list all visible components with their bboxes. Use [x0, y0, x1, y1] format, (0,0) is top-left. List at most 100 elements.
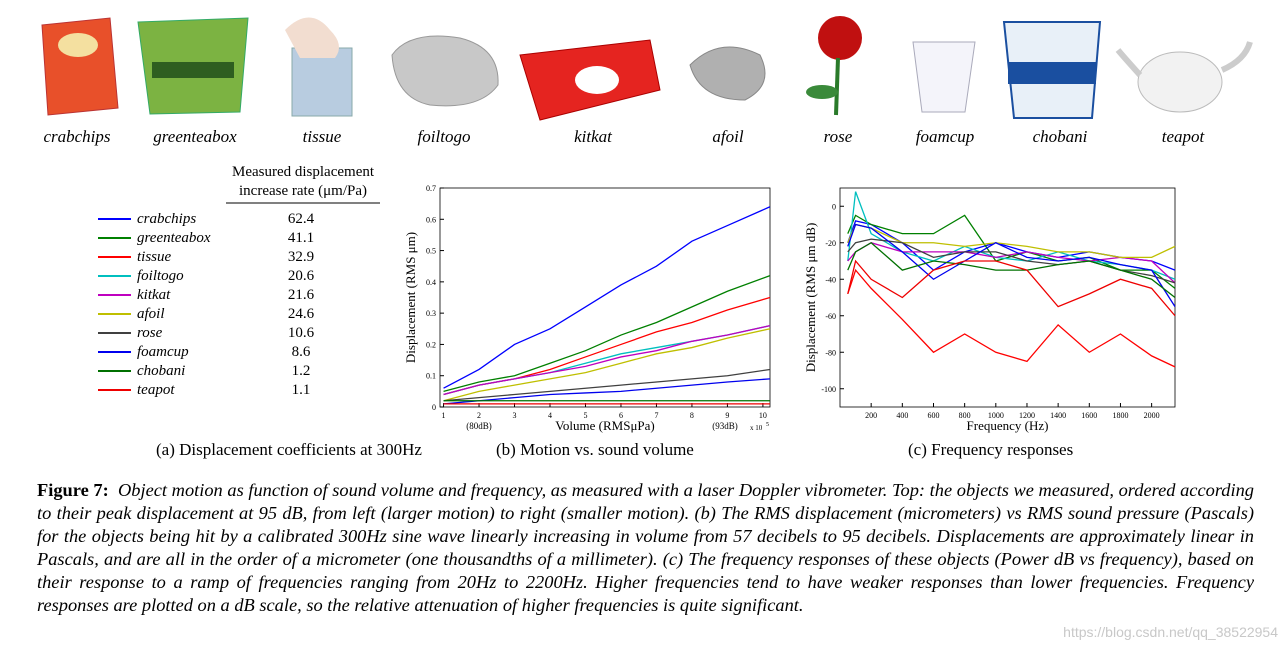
caption-text: Object motion as function of sound volum… — [37, 480, 1254, 615]
photo-detail — [152, 62, 234, 78]
legend-label: afoil — [137, 306, 165, 322]
y-tick-label: 0 — [432, 403, 436, 412]
photo-detail — [1115, 41, 1253, 78]
legend-label: chobani — [137, 363, 185, 379]
x-tick-label: 6 — [619, 411, 623, 420]
x-multiplier-exp: 5 — [766, 422, 769, 428]
x-tick-label: 7 — [654, 411, 658, 420]
legend-label: foamcup — [137, 344, 189, 360]
x-tick-label: 1000 — [988, 411, 1004, 420]
y-tick-label: -20 — [825, 239, 836, 248]
x-tick-label: 2 — [477, 411, 481, 420]
legend-label: greenteabox — [137, 230, 211, 246]
plot-frame — [839, 187, 1176, 408]
table-value: 21.6 — [288, 287, 315, 303]
object-label: chobani — [1033, 127, 1088, 146]
y-tick-label: 0.2 — [426, 340, 436, 349]
photo-rose — [818, 16, 862, 60]
x-tick-label: 9 — [725, 411, 729, 420]
y-tick-label: 0 — [832, 202, 836, 211]
x-axis-label: Frequency (Hz) — [967, 418, 1049, 433]
table-value: 1.2 — [292, 363, 311, 379]
photo-teapot — [1137, 51, 1223, 113]
x-multiplier: x 10 — [750, 424, 763, 432]
x-tick-label: 1800 — [1112, 411, 1128, 420]
object-photos — [41, 16, 1253, 121]
y-tick-label: 0.6 — [426, 215, 436, 224]
data-line — [443, 368, 771, 402]
data-line — [847, 238, 1176, 284]
y-tick-label: -60 — [825, 312, 836, 321]
table-header: increase rate (μm/Pa) — [239, 183, 367, 199]
data-line — [443, 328, 771, 402]
table-value: 8.6 — [292, 344, 311, 360]
photo-detail — [285, 17, 339, 58]
subcaption: (a) Displacement coefficients at 300Hz — [156, 440, 422, 459]
y-tick-label: 0.5 — [426, 247, 436, 256]
object-label: kitkat — [574, 127, 613, 146]
photo-detail — [58, 33, 98, 57]
caption-label: Figure 7: — [37, 480, 109, 500]
object-label: teapot — [1162, 127, 1206, 146]
photo-detail — [575, 66, 619, 94]
x-tick-label: 10 — [759, 411, 767, 420]
x-tick-label: 1 — [442, 411, 446, 420]
x-tick-label: 3 — [513, 411, 517, 420]
legend-label: crabchips — [137, 211, 196, 227]
table-value: 32.9 — [288, 249, 314, 265]
object-label: crabchips — [43, 127, 110, 146]
data-line — [847, 241, 1176, 299]
table-value: 62.4 — [288, 211, 315, 227]
legend-label: rose — [137, 325, 163, 341]
object-label: foamcup — [916, 127, 975, 146]
object-label: foiltogo — [418, 127, 471, 146]
photo-foamcup — [912, 41, 976, 113]
y-tick-label: 0.3 — [426, 309, 436, 318]
x-tick-label: 4 — [548, 411, 552, 420]
data-line — [443, 325, 771, 396]
x-tick-label: 8 — [690, 411, 694, 420]
subcaption: (c) Frequency responses — [908, 440, 1074, 459]
figure-caption: Figure 7: Object motion as function of s… — [37, 479, 1254, 617]
data-line — [847, 223, 1176, 258]
figure-graphics: crabchips greenteabox tissue foiltogo kitkat… — [41, 16, 1253, 433]
table-value: 10.6 — [288, 325, 315, 341]
table-header: Measured displacement — [232, 164, 375, 180]
object-label: afoil — [712, 127, 743, 146]
x-tick-label: 600 — [927, 411, 939, 420]
x-tick-label: 2000 — [1144, 411, 1160, 420]
photo-crabchips — [41, 17, 119, 116]
x-tick-label: 1600 — [1081, 411, 1097, 420]
y-tick-label: 0.4 — [426, 278, 436, 287]
data-line — [847, 220, 1176, 271]
annotation: (80dB) — [466, 421, 492, 431]
annotation: (93dB) — [712, 421, 738, 431]
photo-foiltogo — [391, 35, 499, 107]
x-tick-label: 1400 — [1050, 411, 1066, 420]
photo-detail — [1008, 62, 1096, 84]
legend-label: foiltogo — [137, 268, 184, 284]
photo-detail — [806, 85, 838, 99]
y-axis-label: Displacement (RMS μm) — [403, 232, 418, 363]
x-tick-label: 200 — [865, 411, 877, 420]
x-tick-label: 400 — [896, 411, 908, 420]
photo-afoil — [689, 46, 766, 101]
subcaption: (b) Motion vs. sound volume — [496, 440, 694, 459]
object-label: rose — [824, 127, 853, 146]
table-value: 24.6 — [288, 306, 315, 322]
watermark: https://blog.csdn.net/qq_38522954 — [1063, 624, 1278, 640]
data-line — [847, 223, 1176, 307]
x-tick-label: 1200 — [1019, 411, 1035, 420]
data-line — [847, 268, 1176, 368]
data-line — [443, 206, 771, 389]
legend-label: tissue — [137, 249, 172, 265]
photo-detail — [834, 57, 840, 116]
y-tick-label: -80 — [825, 348, 836, 357]
legend-label: kitkat — [137, 287, 171, 303]
data-line — [443, 378, 771, 405]
x-axis-label: Volume (RMSμPa) — [555, 418, 655, 433]
y-tick-label: -40 — [825, 275, 836, 284]
object-label: greenteabox — [153, 127, 237, 146]
legend-label: teapot — [137, 382, 175, 398]
